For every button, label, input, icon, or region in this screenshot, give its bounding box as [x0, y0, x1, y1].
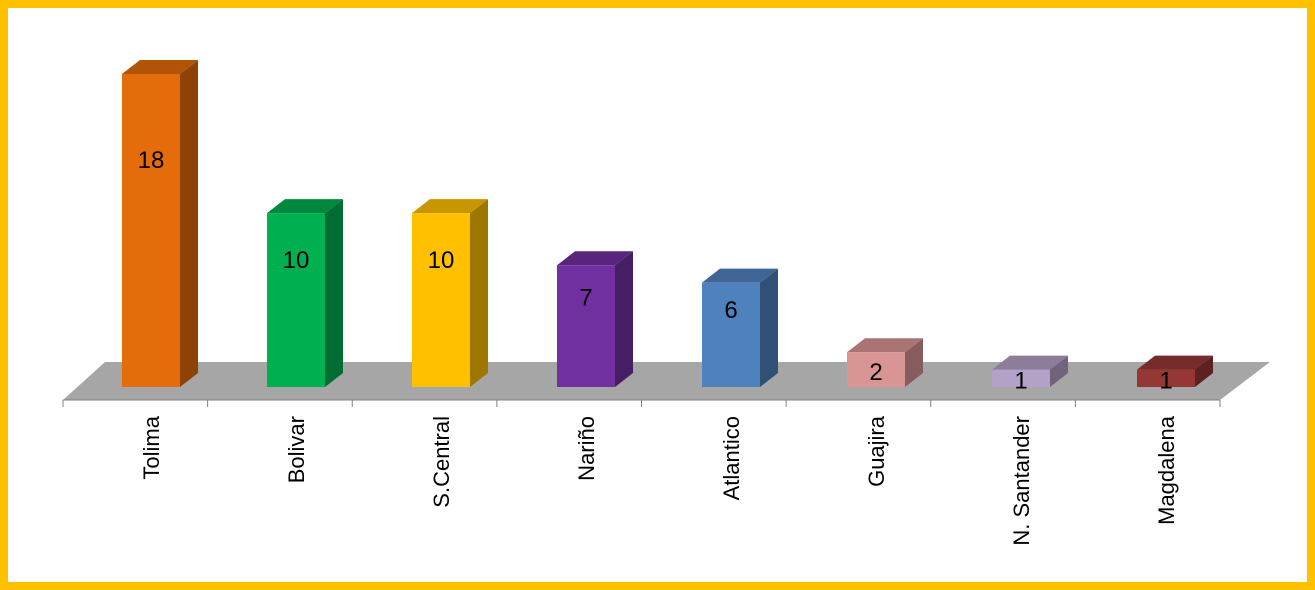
bar-bolivar: [267, 213, 325, 387]
bar-nari-o: [557, 265, 615, 387]
bar-top-tolima: [122, 60, 198, 74]
bar-side-s-central: [470, 199, 488, 387]
category-label-magdalena: Magdalena: [1154, 415, 1179, 525]
bar-guajira: [847, 352, 905, 387]
bar-side-nari-o: [615, 251, 633, 387]
bar-top-s-central: [412, 199, 488, 214]
data-label-guajira: 2: [869, 359, 882, 386]
data-label-nari-o: 7: [579, 285, 592, 312]
bar-side-bolivar: [325, 199, 343, 387]
data-label-n-santander: 1: [1014, 368, 1027, 395]
data-label-atlantico: 6: [724, 297, 737, 324]
bar-side-atlantico: [760, 268, 778, 387]
bar-n-santander: [992, 369, 1050, 387]
bar-top-guajira: [847, 338, 923, 353]
data-label-magdalena: 1: [1159, 368, 1172, 395]
data-label-bolivar: 10: [283, 247, 310, 274]
bar-top-magdalena: [1137, 355, 1213, 370]
bar-magdalena: [1137, 369, 1195, 387]
bar-top-atlantico: [702, 268, 778, 283]
category-label-nari-o: Nariño: [574, 416, 599, 481]
category-label-s-central: S.Central: [429, 416, 454, 508]
bar-top-nari-o: [557, 251, 633, 266]
bar-side-guajira: [905, 338, 923, 387]
data-label-s-central: 10: [428, 247, 455, 274]
data-label-tolima: 18: [138, 147, 165, 174]
bar-tolima: [122, 74, 180, 387]
category-label-tolima: Tolima: [139, 415, 164, 479]
bar-top-bolivar: [267, 199, 343, 214]
category-label-guajira: Guajira: [864, 415, 889, 487]
category-label-n-santander: N. Santander: [1009, 416, 1034, 546]
bar-s-central: [412, 213, 470, 387]
category-label-atlantico: Atlantico: [719, 416, 744, 500]
bar-top-n-santander: [992, 355, 1068, 370]
bar-side-n-santander: [1050, 355, 1068, 387]
chart-floor: [63, 362, 1270, 400]
bar-side-magdalena: [1195, 355, 1213, 387]
category-label-bolivar: Bolivar: [284, 416, 309, 483]
bar-atlantico: [702, 282, 760, 387]
bar-side-tolima: [180, 60, 198, 387]
